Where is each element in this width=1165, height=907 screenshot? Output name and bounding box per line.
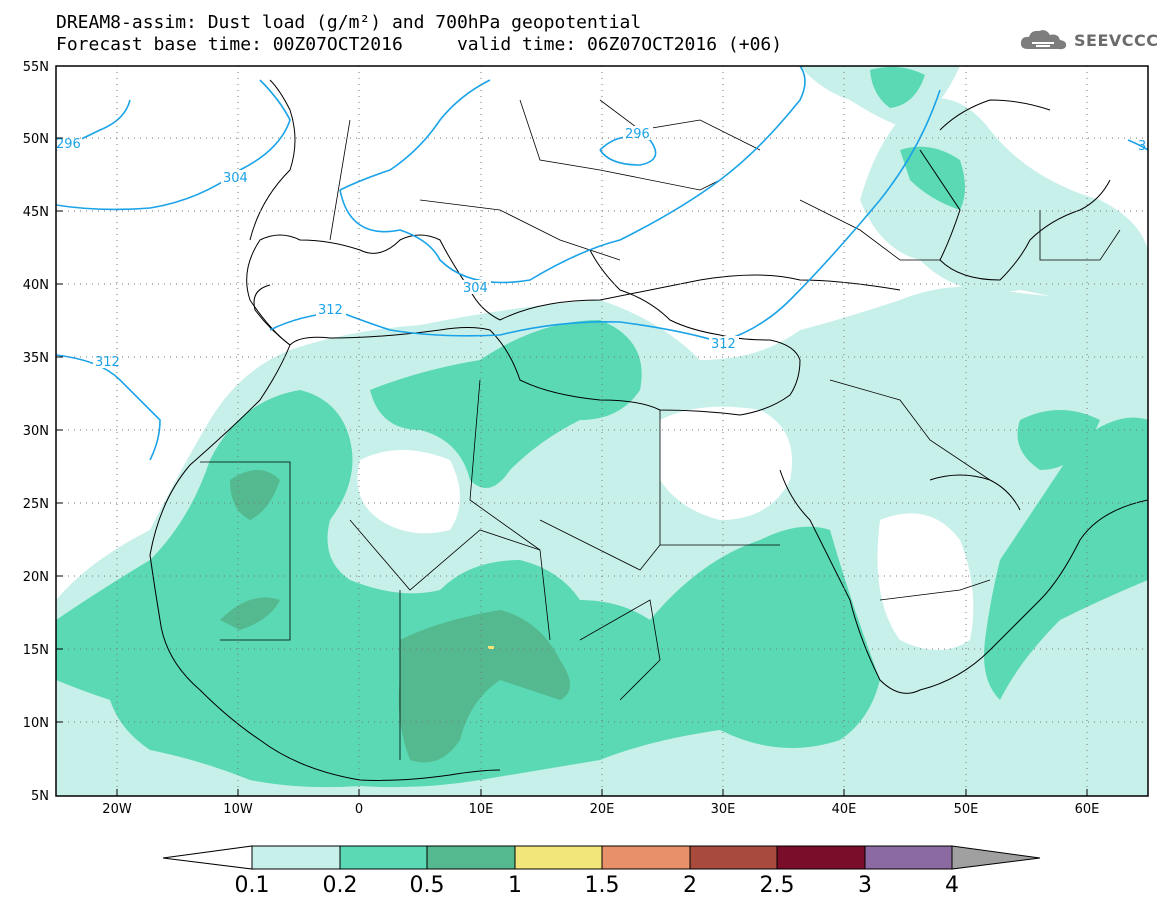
colorbar-tick: 0.5 bbox=[410, 873, 445, 898]
title-line-1: DREAM8-assim: Dust load (g/m²) and 700hP… bbox=[56, 12, 642, 33]
dust-dark-region-mali bbox=[220, 597, 280, 630]
lon-label: 20W bbox=[102, 802, 132, 817]
map-title: DREAM8-assim: Dust load (g/m²) and 700hP… bbox=[56, 12, 782, 56]
lat-label: 55N bbox=[23, 60, 49, 75]
colorbar-high-arrow bbox=[951, 845, 1041, 870]
contour-label-296-east: 296 bbox=[625, 127, 650, 142]
dust-medium-region-caspian bbox=[900, 146, 965, 210]
seevccc-logo: SEEVCCC bbox=[1018, 26, 1159, 54]
dust-medium-region-north bbox=[870, 66, 925, 108]
axis-ticks bbox=[56, 65, 1088, 796]
lat-label: 50N bbox=[23, 132, 49, 147]
lon-label: 10W bbox=[223, 802, 253, 817]
lon-label: 20E bbox=[590, 802, 615, 817]
colorbar-tick: 0.2 bbox=[323, 873, 358, 898]
contour-label-312-north: 312 bbox=[318, 303, 343, 318]
lat-label: 10N bbox=[23, 716, 49, 731]
colorbar-swatch bbox=[601, 845, 691, 870]
contour-label-304-east: 304 bbox=[463, 281, 488, 296]
colorbar-tick: 2.5 bbox=[760, 873, 795, 898]
longitude-labels: 20W 10W 0 10E 20E 30E 40E 50E 60E bbox=[102, 802, 1099, 817]
valid-time: valid time: 06Z07OCT2016 (+06) bbox=[456, 34, 783, 55]
borders bbox=[200, 99, 1121, 760]
colorbar-tick: 0.1 bbox=[235, 873, 270, 898]
colorbar-tick: 1 bbox=[508, 873, 522, 898]
lat-label: 5N bbox=[31, 789, 49, 804]
dust-medium-region-gulf bbox=[1017, 410, 1100, 470]
colorbar-swatch bbox=[426, 845, 516, 870]
colorbar-tick: 2 bbox=[683, 873, 697, 898]
clear-region-algeria bbox=[357, 450, 460, 534]
lat-label: 20N bbox=[23, 570, 49, 585]
colorbar-swatch bbox=[339, 845, 428, 870]
dust-peak-speck bbox=[488, 646, 494, 649]
colorbar-tick: 3 bbox=[858, 873, 872, 898]
contour-label-296-west: 296 bbox=[56, 137, 81, 152]
dust-dark-region-sahara bbox=[230, 470, 280, 520]
lat-label: 40N bbox=[23, 278, 49, 293]
lat-label: 30N bbox=[23, 424, 49, 439]
base-time: Forecast base time: 00Z07OCT2016 bbox=[56, 34, 403, 55]
gridlines bbox=[56, 66, 1148, 796]
dust-medium-region-oman bbox=[984, 417, 1148, 700]
lat-label: 35N bbox=[23, 351, 49, 366]
lon-label: 40E bbox=[832, 802, 857, 817]
colorbar-swatch bbox=[776, 845, 866, 870]
dust-dark-region-chad bbox=[398, 610, 570, 763]
colorbar-tick: 1.5 bbox=[585, 873, 620, 898]
colorbar-swatch bbox=[251, 845, 341, 870]
colorbar-tick: 4 bbox=[945, 873, 959, 898]
cloud-icon bbox=[1020, 30, 1067, 50]
contour-labels: 296 304 296 304 312 312 312 3 bbox=[56, 126, 1146, 370]
lon-label: 60E bbox=[1075, 802, 1100, 817]
lat-label: 15N bbox=[23, 643, 49, 658]
contour-label-312-west: 312 bbox=[95, 355, 120, 370]
latitude-labels: 55N 50N 45N 40N 35N 30N 25N 20N 15N 10N … bbox=[23, 60, 49, 804]
lon-label: 0 bbox=[355, 802, 363, 817]
contour-label-partial: 3 bbox=[1138, 139, 1146, 154]
colorbar-swatch bbox=[514, 845, 603, 870]
colorbar-swatch bbox=[689, 845, 778, 870]
clear-region-arabia bbox=[877, 513, 974, 650]
colorbar-labels: 0.1 0.2 0.5 1 1.5 2 2.5 3 4 bbox=[235, 873, 960, 898]
lon-label: 50E bbox=[954, 802, 979, 817]
lat-label: 45N bbox=[23, 205, 49, 220]
clear-region-libya bbox=[660, 406, 792, 520]
lat-label: 25N bbox=[23, 497, 49, 512]
dust-medium-region-tunisia bbox=[370, 320, 642, 488]
lon-label: 30E bbox=[711, 802, 736, 817]
colorbar-low-arrow bbox=[162, 845, 253, 870]
contour-label-312-east: 312 bbox=[711, 337, 736, 352]
colorbar-swatch bbox=[864, 845, 953, 870]
logo-text: SEEVCCC bbox=[1074, 30, 1159, 50]
map-area: 296 304 296 304 312 312 312 3 bbox=[56, 66, 1148, 796]
lon-label: 10E bbox=[469, 802, 494, 817]
colorbar bbox=[162, 845, 1041, 870]
contour-label-304-west: 304 bbox=[223, 171, 248, 186]
